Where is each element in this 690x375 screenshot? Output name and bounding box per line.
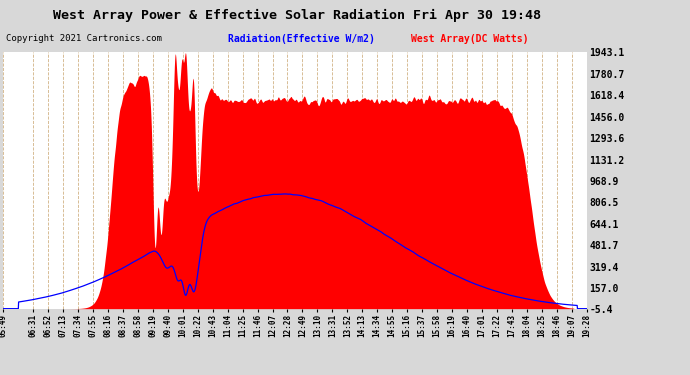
Text: Copyright 2021 Cartronics.com: Copyright 2021 Cartronics.com <box>6 34 161 43</box>
Text: West Array(DC Watts): West Array(DC Watts) <box>411 34 528 44</box>
Text: Radiation(Effective W/m2): Radiation(Effective W/m2) <box>228 34 375 44</box>
Text: West Array Power & Effective Solar Radiation Fri Apr 30 19:48: West Array Power & Effective Solar Radia… <box>52 9 541 22</box>
